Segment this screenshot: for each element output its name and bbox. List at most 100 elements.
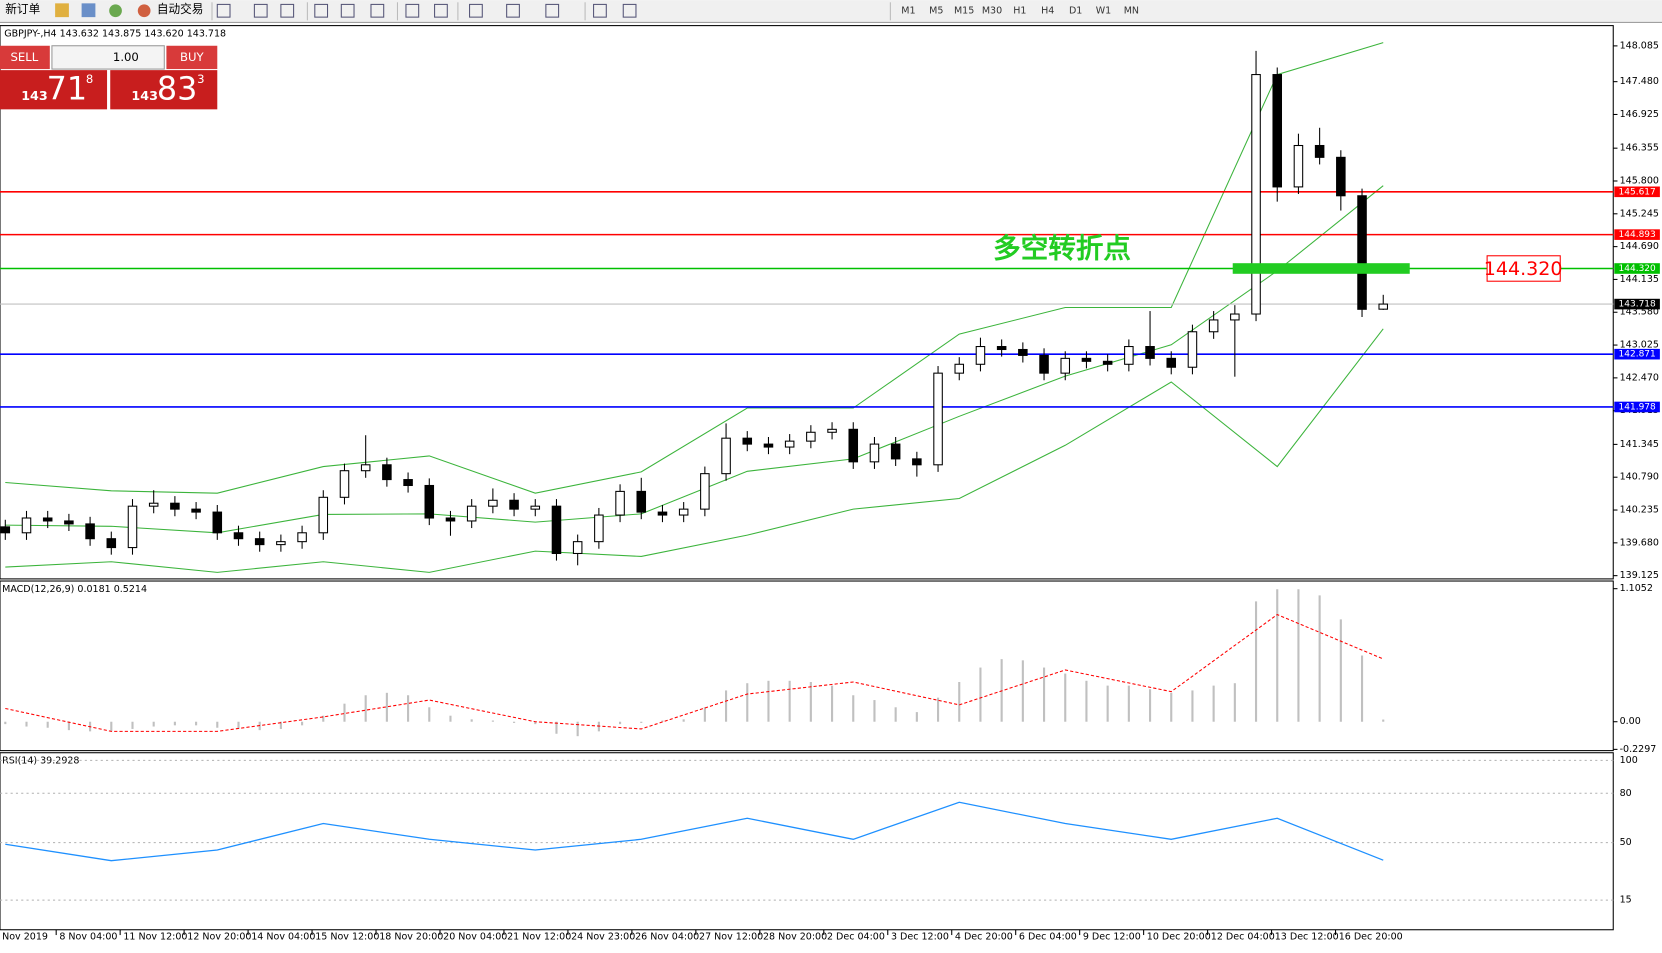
candle-body <box>1293 144 1304 188</box>
trade-panel: SELL 1.00 BUY 143 71 8 143 83 3 <box>0 45 218 110</box>
candle-body <box>827 428 837 433</box>
candle-body <box>1230 313 1240 321</box>
x-tick-label: 11 Nov 12:00 <box>123 932 187 943</box>
x-tick-label: 6 Dec 04:00 <box>1019 932 1077 943</box>
y-tick-label: 139.125 <box>1620 570 1659 581</box>
timeframe-button[interactable]: H4 <box>1041 5 1054 16</box>
tool-icon[interactable] <box>253 3 268 18</box>
y-tick-label: 80 <box>1620 788 1632 799</box>
y-tick-label: 143.580 <box>1620 307 1659 318</box>
candle-body <box>869 443 880 463</box>
auto-trading-button[interactable]: 自动交易 <box>157 2 204 16</box>
buy-button[interactable] <box>166 45 218 70</box>
sell-button[interactable] <box>0 45 50 70</box>
timeframe-button[interactable]: MN <box>1124 5 1139 16</box>
bollinger-lower <box>5 328 1384 573</box>
y-tick-label: 145.245 <box>1620 208 1659 219</box>
timeframe-button[interactable]: M1 <box>901 5 915 16</box>
timeframe-button[interactable]: M30 <box>982 5 1002 16</box>
tool-icon[interactable] <box>622 3 637 18</box>
candle-body <box>1251 74 1261 315</box>
candle-body <box>975 346 986 365</box>
timeframe-button[interactable]: D1 <box>1069 5 1082 16</box>
buy-label[interactable]: BUY <box>180 50 205 64</box>
toolbar <box>0 0 1662 23</box>
x-tick-label: 12 Nov 20:00 <box>187 932 251 943</box>
candle-body <box>530 505 541 510</box>
candle-body <box>1378 303 1389 310</box>
level-label-box <box>1614 229 1660 240</box>
candle-body <box>170 502 180 510</box>
timeframe-button[interactable]: M5 <box>929 5 943 16</box>
level-label-box <box>1614 186 1660 198</box>
candle-body <box>466 505 477 522</box>
macd-title: MACD(12,26,9) 0.0181 0.5214 <box>2 584 147 595</box>
y-tick-label: 100 <box>1620 755 1638 766</box>
y-tick-label: 148.085 <box>1620 40 1659 51</box>
candle-body <box>615 490 625 516</box>
tool-icon[interactable] <box>469 3 483 18</box>
tool-icon[interactable] <box>280 3 295 18</box>
tool-icon[interactable] <box>506 3 520 18</box>
candle-body <box>763 443 774 448</box>
candle-body <box>1102 360 1113 365</box>
lot-input[interactable] <box>51 45 165 70</box>
y-tick-label: 50 <box>1620 837 1632 848</box>
candle-body <box>297 532 307 543</box>
rsi-title: RSI(14) 39.2928 <box>2 756 79 767</box>
main-chart-frame <box>0 25 1614 580</box>
auto-trading-icon[interactable] <box>137 4 151 18</box>
y-tick-label: 142.470 <box>1620 372 1659 383</box>
candle-body <box>1336 156 1346 197</box>
candle-body <box>1314 144 1325 158</box>
tool-icon[interactable] <box>216 3 231 18</box>
icon[interactable] <box>55 3 69 18</box>
y-tick-label: 146.355 <box>1620 143 1659 154</box>
y-tick-label: 15 <box>1620 895 1632 906</box>
candle-body <box>318 496 329 534</box>
x-tick-label: 20 Nov 04:00 <box>443 932 507 943</box>
tool-icon[interactable] <box>370 3 385 18</box>
timeframe-button[interactable]: W1 <box>1096 5 1111 16</box>
candle-body <box>848 428 859 463</box>
rsi-frame <box>0 752 1614 931</box>
candle-body <box>85 523 95 540</box>
candle-body <box>1208 319 1219 333</box>
candle-body <box>445 517 456 522</box>
lot-value[interactable]: 1.00 <box>113 50 139 64</box>
candle-body <box>42 517 53 522</box>
tool-icon[interactable] <box>340 3 355 18</box>
turning-point-bar <box>1232 263 1410 274</box>
sell-label[interactable]: SELL <box>11 50 39 64</box>
candle-body <box>403 479 413 487</box>
bid-big: 143 <box>21 88 48 103</box>
tool-icon[interactable] <box>314 3 329 18</box>
ask-box[interactable] <box>110 70 218 110</box>
candle-body <box>954 363 965 374</box>
candle-body <box>360 464 371 472</box>
chart-title: GBPJPY-,H4 143.632 143.875 143.620 143.7… <box>4 29 226 40</box>
y-tick-label: 0.00 <box>1620 716 1641 727</box>
y-tick-label: 141.345 <box>1620 439 1659 450</box>
ask-big: 143 <box>131 88 158 103</box>
tool-icon[interactable] <box>434 3 448 18</box>
ask-frac: 3 <box>197 72 204 86</box>
new-order-button[interactable]: 新订单 <box>5 2 40 16</box>
icon[interactable] <box>81 3 96 18</box>
candle-body <box>1145 346 1155 359</box>
timeframe-button[interactable]: M15 <box>954 5 974 16</box>
timeframe-button[interactable]: H1 <box>1013 5 1026 16</box>
candle-body <box>488 499 498 507</box>
level-label: 144.893 <box>1619 230 1656 240</box>
y-tick-label: 140.235 <box>1620 505 1659 516</box>
tool-icon[interactable] <box>545 3 560 18</box>
y-tick-label: 147.480 <box>1620 76 1659 87</box>
tool-icon[interactable] <box>405 3 420 18</box>
icon[interactable] <box>109 4 122 18</box>
candle-body <box>721 437 731 475</box>
y-tick-label: 140.790 <box>1620 472 1659 483</box>
candle-body <box>64 520 74 525</box>
candle-body <box>933 372 943 466</box>
bid-box[interactable] <box>0 70 108 110</box>
tool-icon[interactable] <box>593 3 607 18</box>
